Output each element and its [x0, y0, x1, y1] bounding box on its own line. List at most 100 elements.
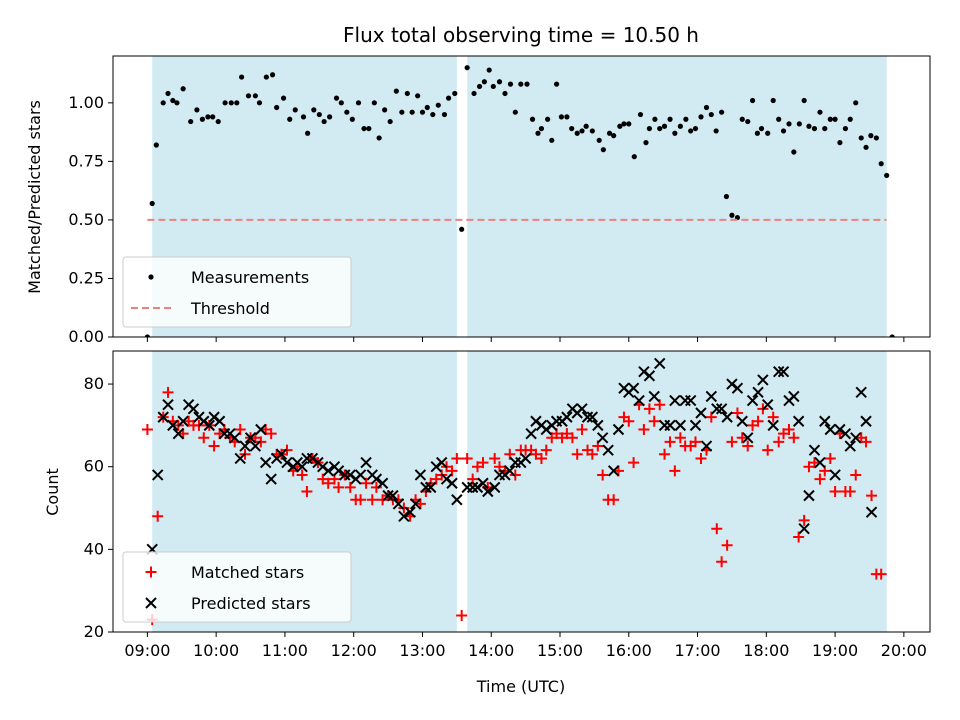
data-point: [561, 428, 573, 440]
y-tick-label: 40: [84, 539, 104, 558]
data-point: [488, 481, 501, 494]
data-point: [446, 95, 452, 101]
y-tick-label: 20: [84, 622, 104, 641]
x-tick-label: 10:00: [193, 641, 239, 660]
data-point: [398, 510, 410, 523]
data-point: [558, 114, 564, 120]
data-point: [808, 444, 821, 456]
x-tick-label: 19:00: [812, 641, 858, 660]
data-point: [652, 116, 658, 122]
data-point: [612, 423, 625, 436]
data-point: [452, 90, 458, 97]
ratio-panel: 0.00 0.25 0.50 0.75 1.00 Measurements Threshol…: [68, 55, 931, 346]
data-point: [606, 130, 613, 136]
data-point: [420, 481, 432, 494]
data-point: [493, 461, 505, 473]
data-point: [643, 403, 655, 415]
data-point: [773, 436, 785, 448]
data-point: [451, 494, 463, 506]
data-point: [545, 116, 551, 122]
data-point: [371, 100, 377, 106]
data-point: [188, 118, 194, 125]
data-point: [269, 72, 276, 78]
data-point: [837, 140, 843, 146]
data-point: [597, 469, 609, 481]
y-tick-label: 1.00: [68, 93, 104, 112]
data-point: [332, 465, 345, 477]
data-point: [873, 135, 879, 141]
data-point: [628, 457, 640, 469]
legend-box: [122, 551, 352, 623]
data-point: [745, 118, 751, 125]
y-tick-label: 80: [84, 374, 104, 393]
data-point: [762, 444, 774, 456]
data-point: [608, 494, 620, 506]
data-point: [305, 130, 311, 136]
data-point: [844, 486, 856, 497]
data-point: [370, 473, 383, 485]
data-point: [486, 67, 492, 73]
data-point: [654, 399, 666, 411]
data-point: [152, 510, 164, 522]
data-point: [502, 90, 508, 97]
data-point: [602, 444, 614, 456]
data-point: [349, 116, 355, 122]
data-point: [863, 144, 869, 150]
data-point: [210, 114, 216, 120]
data-point: [561, 411, 573, 423]
data-point: [865, 506, 878, 518]
plot-frame: [112, 350, 931, 633]
data-point: [736, 415, 748, 427]
plot-frame: [112, 55, 931, 338]
data-point: [827, 116, 833, 122]
data-point: [581, 411, 594, 423]
count-panel: 20 40 60 80 09:00 10:00 11:00 12:00 13:00 14:00 15…: [84, 350, 931, 660]
data-point: [300, 114, 307, 120]
data-point: [638, 424, 650, 436]
data-point: [360, 456, 372, 469]
data-point: [229, 432, 241, 444]
data-point: [672, 130, 678, 136]
data-point: [600, 147, 606, 153]
data-point: [249, 440, 262, 452]
data-point: [141, 424, 153, 436]
data-point: [477, 457, 489, 469]
data-point: [661, 123, 668, 129]
data-point: [519, 452, 532, 465]
data-point: [667, 116, 673, 122]
data-point: [265, 473, 277, 485]
data-point: [435, 102, 441, 108]
data-point: [716, 556, 728, 568]
data-point: [780, 128, 787, 134]
data-point: [149, 200, 155, 207]
data-point: [393, 88, 399, 94]
data-point: [387, 118, 393, 125]
data-point: [736, 432, 748, 444]
data-point: [788, 390, 800, 403]
data-point: [814, 473, 826, 485]
data-point: [824, 452, 836, 464]
data-point: [719, 109, 725, 115]
data-point: [688, 128, 694, 134]
data-point: [549, 137, 555, 143]
data-point: [263, 74, 269, 80]
data-point: [344, 481, 356, 493]
top-y-axis-label: Matched/Predicted stars: [25, 100, 44, 294]
legend-label: Threshold: [190, 299, 270, 318]
data-point: [850, 432, 862, 444]
data-point: [409, 498, 422, 510]
data-point: [705, 390, 718, 403]
data-point: [796, 121, 802, 127]
data-point: [446, 465, 458, 477]
data-point: [798, 522, 810, 535]
data-point: [482, 485, 494, 498]
data-point: [746, 394, 759, 407]
x-tick-label: 20:00: [881, 641, 927, 660]
data-point: [234, 424, 246, 436]
x-axis-label: Time (UTC): [476, 677, 565, 696]
data-point: [387, 489, 399, 502]
data-point: [281, 456, 293, 469]
data-point: [803, 461, 815, 473]
data-point: [689, 436, 701, 448]
data-point: [296, 469, 308, 481]
